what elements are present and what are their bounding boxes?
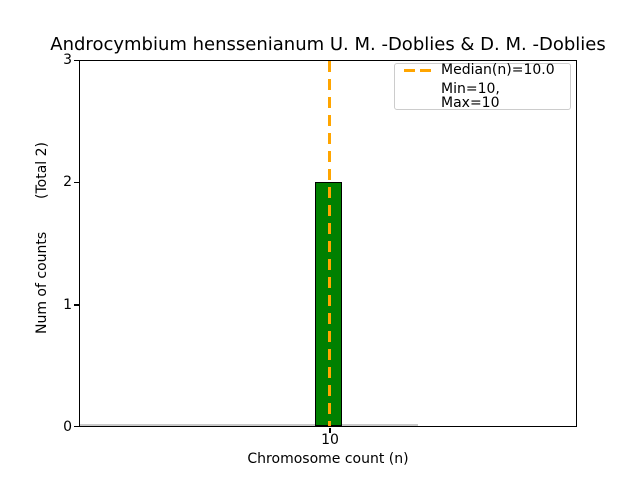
legend-minmax-label: Min=10, Max=10 xyxy=(441,81,500,111)
empty-legend-handle xyxy=(404,95,432,98)
chart-title: Androcymbium henssenianum U. M. -Doblies… xyxy=(50,34,606,55)
x-axis-label: Chromosome count (n) xyxy=(247,451,409,467)
plot-area: Median(n)=10.0 Min=10, Max=10 xyxy=(79,60,577,427)
ytick-mark-2 xyxy=(74,181,79,183)
xtick-label-10: 10 xyxy=(321,432,339,448)
median-dashed-line xyxy=(328,61,331,426)
y-axis-label-text: Num of counts xyxy=(34,231,50,334)
legend-median-label: Median(n)=10.0 xyxy=(441,62,555,78)
xtick-mark-10 xyxy=(329,428,331,433)
y-axis-total-text: (Total 2) xyxy=(34,142,50,199)
ytick-label-2: 2 xyxy=(63,174,72,190)
ytick-mark-3 xyxy=(74,59,79,61)
ytick-label-0: 0 xyxy=(63,419,72,435)
ytick-label-1: 1 xyxy=(63,297,72,313)
legend-entry-median: Median(n)=10.0 xyxy=(404,63,561,77)
zero-count-bins-line xyxy=(80,424,418,426)
ytick-label-3: 3 xyxy=(63,52,72,68)
ytick-mark-1 xyxy=(74,304,79,306)
legend-entry-minmax: Min=10, Max=10 xyxy=(404,82,561,110)
ytick-mark-0 xyxy=(74,425,79,427)
median-dash-sample-icon xyxy=(404,68,432,72)
legend: Median(n)=10.0 Min=10, Max=10 xyxy=(394,63,571,110)
